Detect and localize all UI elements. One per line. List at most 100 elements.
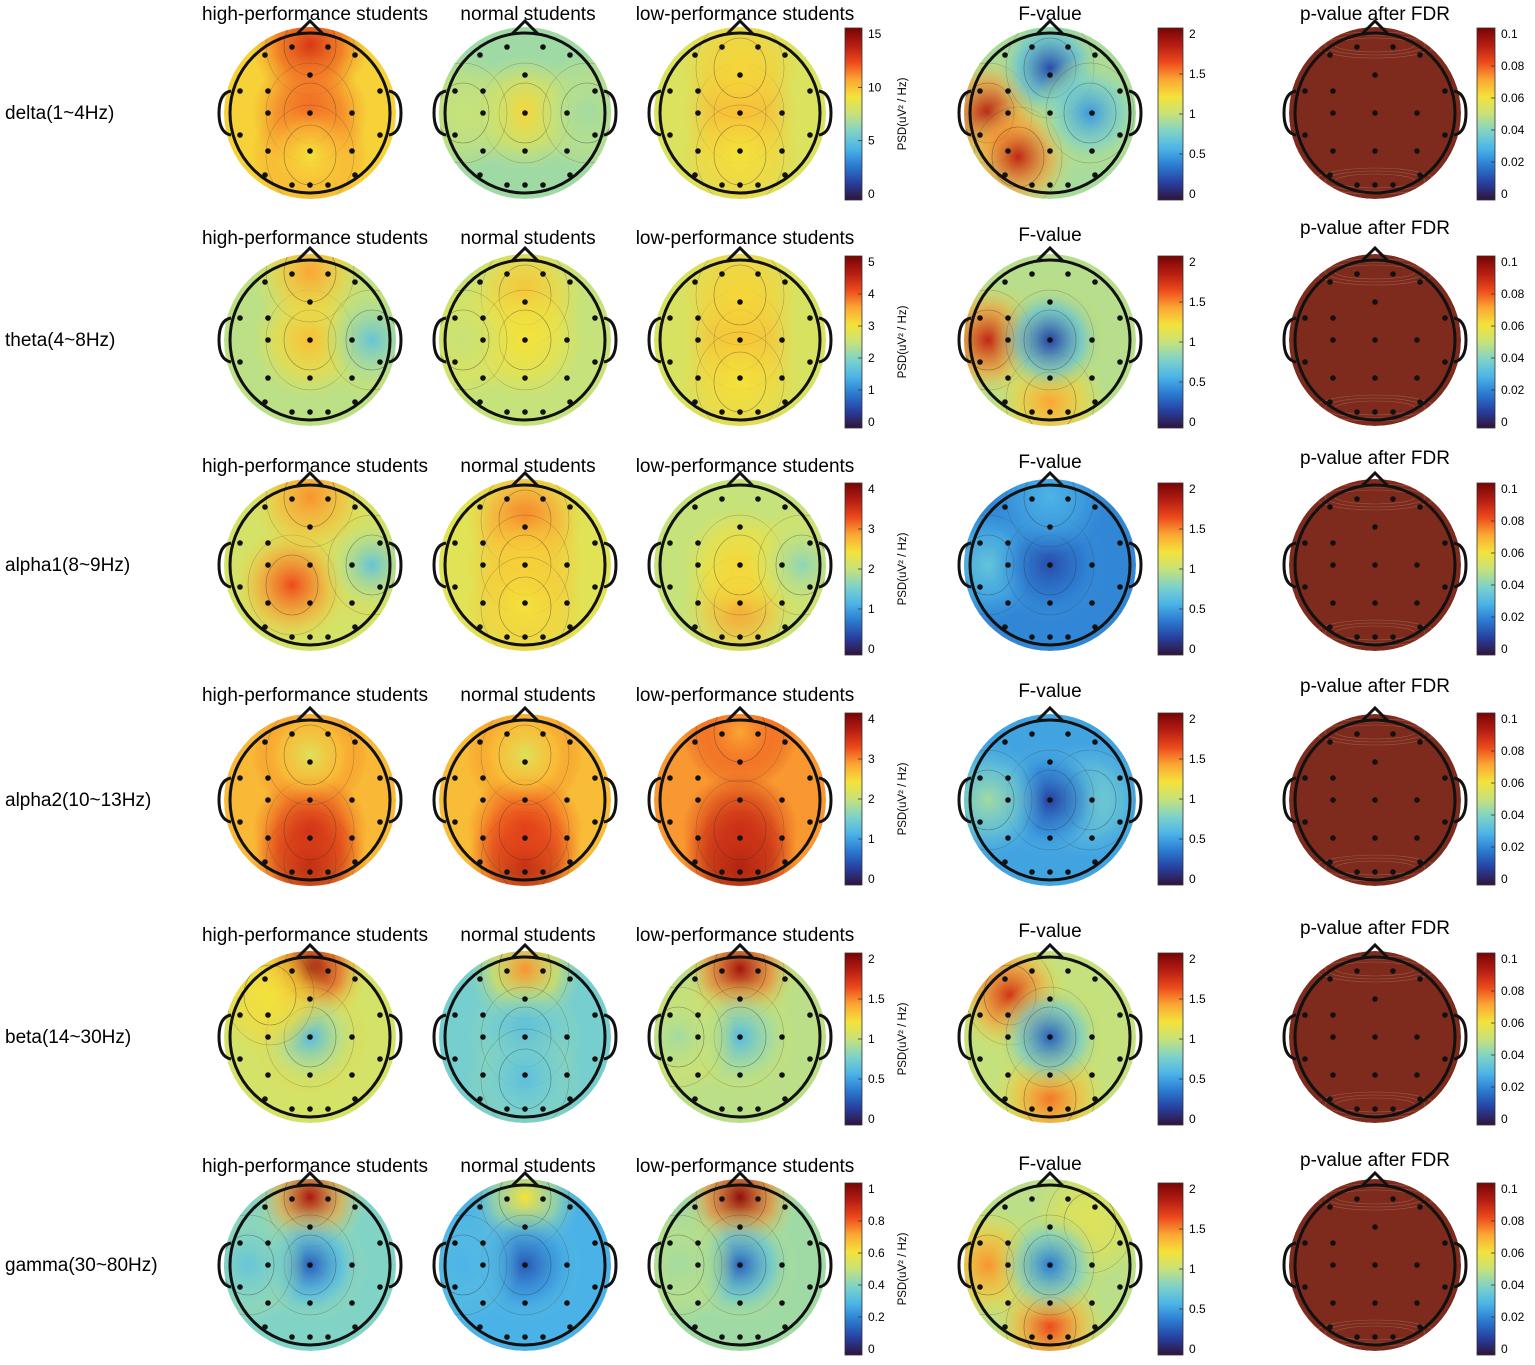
electrode-dot (737, 148, 743, 154)
colorbar-tick-label: 1.5 (1189, 295, 1206, 309)
electrode-dot (1330, 337, 1336, 343)
colorbar-tick-label: 0.1 (1501, 1182, 1518, 1196)
electrode-dot (695, 562, 701, 568)
right-ear-outline (388, 1241, 403, 1289)
electrode-dot (289, 182, 295, 188)
electrode-dot (1414, 1072, 1420, 1078)
electrode-dot (1029, 496, 1035, 502)
head-outline (443, 955, 607, 1119)
electrode-dot (1047, 759, 1053, 765)
left-ear-outline (957, 1241, 972, 1289)
colorbar-tick-label: 0.06 (1501, 1246, 1525, 1260)
colorbar-tick-label: 1.5 (1189, 752, 1206, 766)
f-value-title: F-value (1018, 225, 1081, 246)
nose-outline (725, 705, 755, 723)
electrode-dot (349, 375, 355, 381)
electrode-dot (1372, 299, 1378, 305)
electrode-dot (737, 1072, 743, 1078)
electrode-dot (504, 271, 510, 277)
electrode-dot (1372, 1262, 1378, 1268)
electrode-dot (325, 271, 331, 277)
nose-outline (1035, 470, 1065, 488)
electrode-dot (1372, 375, 1378, 381)
electrode-dot (1117, 1284, 1123, 1290)
colorbar-tick-label: 0.1 (1501, 952, 1518, 966)
left-ear-outline (217, 89, 232, 137)
band-label: theta(4~8Hz) (5, 330, 115, 351)
electrode-dot (1092, 976, 1098, 982)
nose-outline (1035, 18, 1065, 36)
electrode-dot (480, 88, 486, 94)
electrode-dot (480, 835, 486, 841)
colorbar-tick-label: 0.5 (1189, 832, 1206, 846)
electrode-dot (307, 797, 313, 803)
electrode-dot (480, 337, 486, 343)
electrode-dot (289, 409, 295, 415)
p-value-title: p-value after FDR (1300, 676, 1450, 697)
electrode-dot (1092, 52, 1098, 58)
electrode-dot (807, 1240, 813, 1246)
electrode-dot (779, 600, 785, 606)
electrode-dot (1047, 182, 1053, 188)
electrode-dot (779, 797, 785, 803)
colorbar-tick-label: 0.06 (1501, 546, 1525, 560)
electrode-dot (1047, 634, 1053, 640)
colorbar-tick-label: 4 (868, 287, 875, 301)
electrode-dot (1029, 44, 1035, 50)
electrode-dot (1047, 299, 1053, 305)
electrode-dot (522, 797, 528, 803)
electrode-dot (755, 634, 761, 640)
electrode-dot (1005, 562, 1011, 568)
electrode-dot (695, 315, 701, 321)
electrode-dot (265, 375, 271, 381)
electrode-dot (1372, 634, 1378, 640)
psd-unit-label: PSD(uV² / Hz) (897, 77, 909, 150)
electrode-dot (755, 44, 761, 50)
colorbar-tick-label: 0 (868, 642, 875, 656)
electrode-dot (522, 1334, 528, 1340)
colorbar-tick-label: 5 (868, 255, 875, 269)
electrode-dot (695, 110, 701, 116)
activation-blob (252, 714, 368, 813)
electrode-dot (1354, 409, 1360, 415)
colorbar-tick-label: 1.5 (1189, 67, 1206, 81)
electrode-dot (325, 182, 331, 188)
electrode-dot (1092, 279, 1098, 285)
electrode-dot (307, 524, 313, 530)
right-ear-outline (1453, 316, 1468, 364)
electrode-dot (477, 279, 483, 285)
contour-line (1324, 721, 1426, 743)
electrode-dot (567, 504, 573, 510)
electrode-dot (977, 359, 983, 365)
nose-outline (510, 245, 540, 263)
electrode-dot (1372, 759, 1378, 765)
electrode-dot (1089, 797, 1095, 803)
head-outline (228, 955, 392, 1119)
contour-line (560, 82, 611, 144)
colorbar-tick-label: 0 (1189, 642, 1196, 656)
electrode-dot (1065, 1106, 1071, 1112)
contour-line (964, 769, 1015, 831)
right-ear-outline (603, 1013, 618, 1061)
electrode-dot (504, 1196, 510, 1202)
low-title: low-performance students (636, 228, 855, 249)
electrode-dot (522, 299, 528, 305)
left-ear-outline (647, 89, 662, 137)
electrode-dot (1005, 88, 1011, 94)
electrode-dot (480, 148, 486, 154)
colorbar-tick-label: 0.08 (1501, 59, 1525, 73)
high-scalp-map (217, 245, 403, 426)
nose-outline (1360, 470, 1390, 488)
electrode-dot (480, 1012, 486, 1018)
electrode-dot (755, 496, 761, 502)
electrode-dot (289, 869, 295, 875)
electrode-dot (377, 540, 383, 546)
electrode-dot (1302, 775, 1308, 781)
right-ear-outline (603, 1241, 618, 1289)
f-value-colorbar: 2 1.5 1 0.5 0 (1157, 255, 1206, 429)
psd-unit-label: PSD(uV² / Hz) (897, 532, 909, 605)
electrode-dot (1330, 315, 1336, 321)
electrode-dot (1330, 1262, 1336, 1268)
electrode-dot (695, 775, 701, 781)
electrode-dot (1354, 1334, 1360, 1340)
